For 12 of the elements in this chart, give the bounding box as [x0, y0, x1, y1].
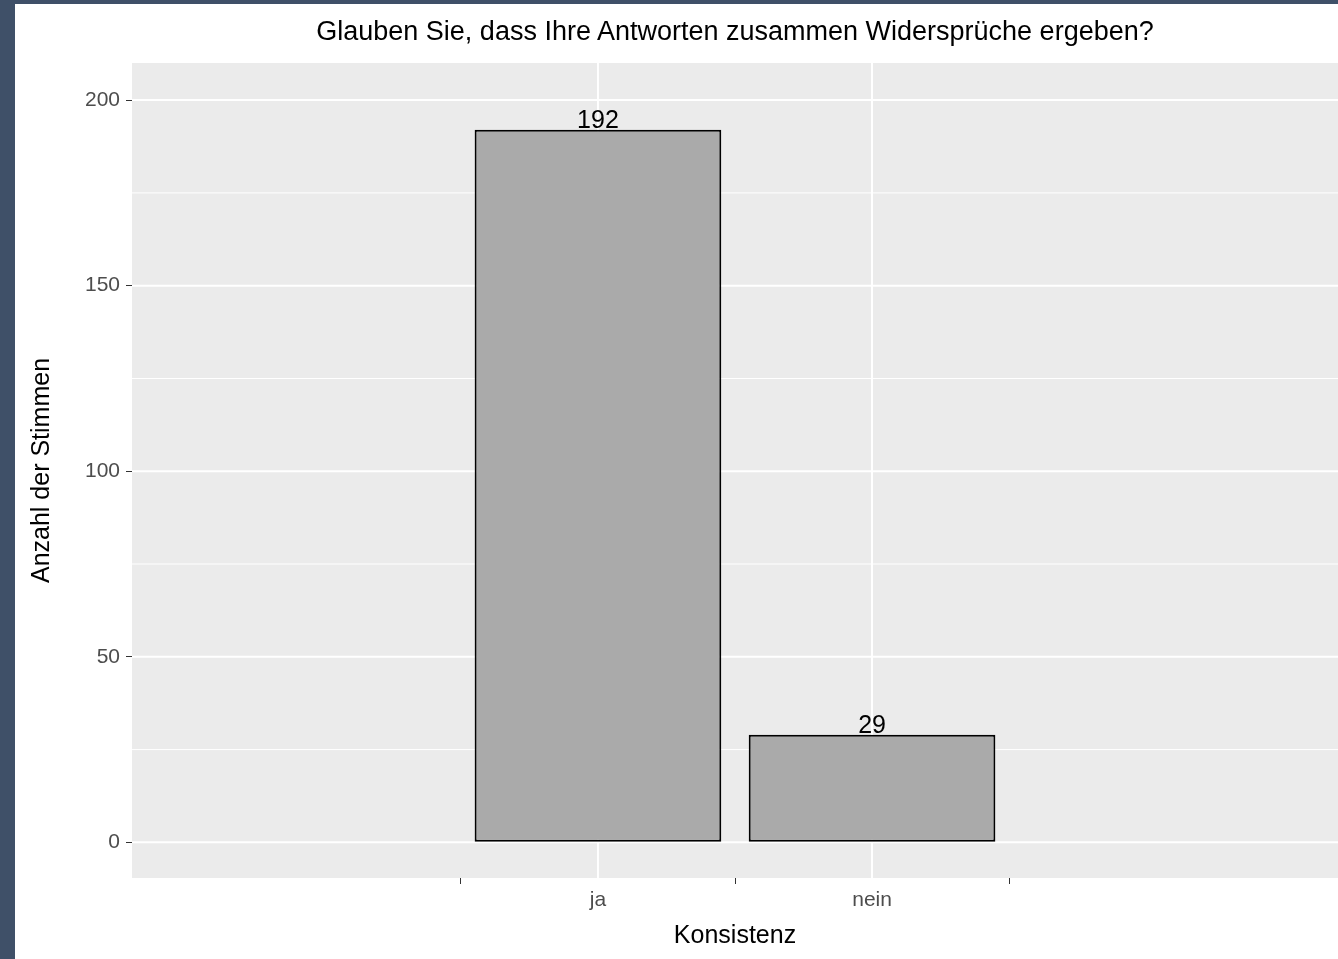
- x-axis-title: Konsistenz: [673, 919, 797, 948]
- y-tick-label: 100: [84, 458, 120, 482]
- chart-title: Glauben Sie, dass Ihre Antworten zusammen Widersprüche ergeben?: [316, 16, 1154, 47]
- data-label: 192: [577, 105, 619, 134]
- y-tick-label: 0: [108, 829, 120, 853]
- data-label: 29: [858, 710, 886, 739]
- y-tick-label: 150: [84, 272, 120, 296]
- x-tick-label: nein: [852, 887, 892, 911]
- y-tick-label: 50: [96, 643, 120, 667]
- y-tick-label: 200: [84, 86, 120, 110]
- y-axis-title: Anzahl der Stimmen: [25, 357, 54, 584]
- x-tick-label: ja: [588, 887, 607, 911]
